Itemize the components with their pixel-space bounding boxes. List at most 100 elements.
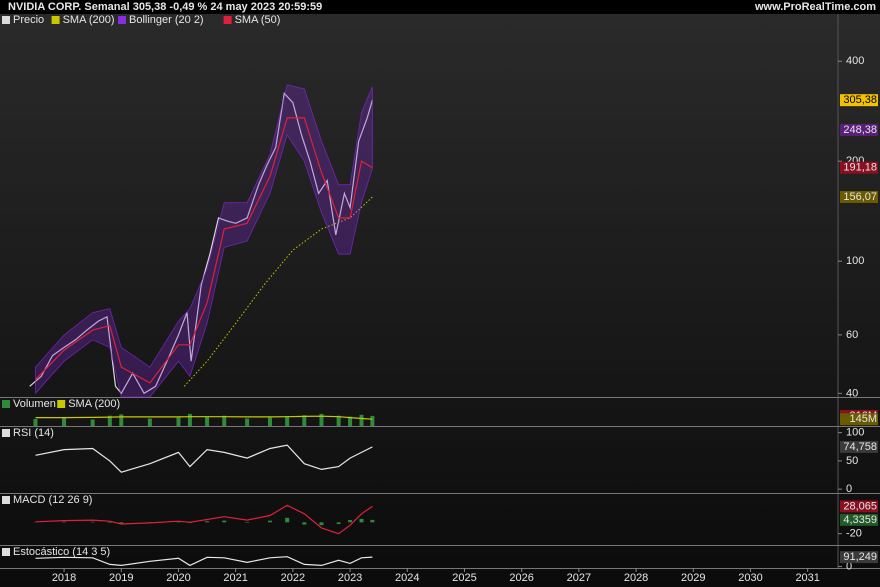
chart-title: NVIDIA CORP. Semanal 305,38 -0,49 % 24 m… — [8, 1, 322, 13]
bar — [359, 414, 364, 426]
x-tick-label: 2018 — [52, 572, 76, 584]
legend-label: Volumen — [13, 398, 56, 410]
legend-label: SMA (200) — [63, 14, 115, 26]
y-tick-label: 0 — [846, 560, 852, 572]
title-bar — [0, 0, 880, 14]
x-tick-label: 2021 — [223, 572, 247, 584]
x-tick-label: 2022 — [281, 572, 305, 584]
bar — [302, 415, 307, 426]
legend-label: Precio — [13, 14, 44, 26]
value-label: 156,07 — [843, 191, 877, 203]
bar — [285, 416, 290, 426]
bar — [302, 522, 307, 525]
bar — [90, 419, 95, 426]
bar — [245, 522, 250, 523]
value-label-bg — [840, 513, 878, 526]
bar — [245, 418, 250, 426]
value-label-bg — [840, 190, 878, 203]
series-line — [35, 117, 373, 384]
legend-swatch — [223, 16, 232, 24]
x-tick-label: 2029 — [681, 572, 705, 584]
value-label: 91,249 — [843, 551, 877, 563]
series-line — [35, 556, 373, 567]
bar — [33, 419, 38, 426]
y-tick-label: 60 — [846, 329, 858, 341]
panel-title: Estocástico (14 3 5) — [13, 546, 110, 558]
legend-swatch — [57, 400, 66, 408]
bar — [90, 521, 95, 523]
y-tick-label: 0 — [846, 483, 852, 495]
bar — [370, 415, 375, 426]
legend-swatch — [2, 16, 10, 24]
panel-title: RSI (14) — [13, 427, 54, 439]
legend-swatch — [2, 400, 10, 408]
value-label-bg — [840, 551, 878, 564]
value-label-bg — [840, 440, 878, 453]
bar — [336, 415, 341, 426]
x-tick-label: 2027 — [567, 572, 591, 584]
x-tick-label: 2025 — [452, 572, 476, 584]
bar — [107, 522, 112, 523]
series-line — [35, 415, 373, 420]
bar — [205, 416, 210, 426]
bollinger-band — [35, 84, 373, 398]
bar — [187, 413, 192, 426]
y-tick-label: 40 — [846, 387, 858, 399]
bar — [336, 522, 341, 525]
series-line — [35, 444, 373, 473]
x-tick-label: 2024 — [395, 572, 419, 584]
legend-label: Bollinger (20 2) — [129, 14, 204, 26]
value-label: 191,18 — [843, 162, 877, 174]
value-label: 145M — [849, 413, 877, 425]
legend-swatch — [2, 548, 10, 556]
bar — [205, 521, 210, 523]
value-label: 305,38 — [843, 94, 877, 106]
y-tick-label: 50 — [846, 455, 858, 467]
x-tick-label: 2019 — [109, 572, 133, 584]
bar — [319, 413, 324, 426]
value-label: 74,758 — [843, 441, 877, 453]
bar — [222, 520, 227, 523]
bar — [176, 521, 181, 523]
bar — [267, 520, 272, 523]
legend-swatch — [51, 16, 60, 24]
y-tick-label: 100 — [846, 255, 864, 267]
legend-label: SMA (200) — [68, 398, 120, 410]
series-line — [183, 196, 373, 387]
value-label-bg — [840, 94, 878, 107]
value-label-bg — [840, 413, 878, 426]
value-label: 4,3359 — [843, 514, 877, 526]
bar — [370, 519, 375, 523]
source: www.ProRealTime.com — [754, 1, 876, 13]
bar — [348, 416, 353, 426]
y-tick-label: -20 — [846, 528, 862, 540]
value-label-bg — [840, 123, 878, 136]
value-label: 248,38 — [843, 124, 877, 136]
legend-swatch — [2, 429, 10, 437]
x-tick-label: 2020 — [166, 572, 190, 584]
bar — [119, 414, 124, 426]
value-label-bg — [840, 161, 878, 174]
legend-label: SMA (50) — [235, 14, 281, 26]
bar — [62, 521, 67, 523]
x-tick-label: 2028 — [624, 572, 648, 584]
y-tick-label: 400 — [846, 55, 864, 67]
bar — [147, 418, 152, 426]
bar — [107, 415, 112, 426]
legend-swatch — [118, 16, 126, 24]
bar — [62, 417, 67, 426]
bar — [319, 522, 324, 526]
x-tick-label: 2031 — [795, 572, 819, 584]
bar — [119, 522, 124, 524]
bar — [285, 517, 290, 523]
bar — [176, 417, 181, 426]
series-line — [35, 504, 373, 535]
panel-title: MACD (12 26 9) — [13, 494, 92, 506]
y-tick-label: 100 — [846, 427, 864, 439]
x-tick-label: 2026 — [509, 572, 533, 584]
value-label-bg — [840, 500, 878, 513]
x-tick-label: 2023 — [338, 572, 362, 584]
bar — [222, 415, 227, 426]
